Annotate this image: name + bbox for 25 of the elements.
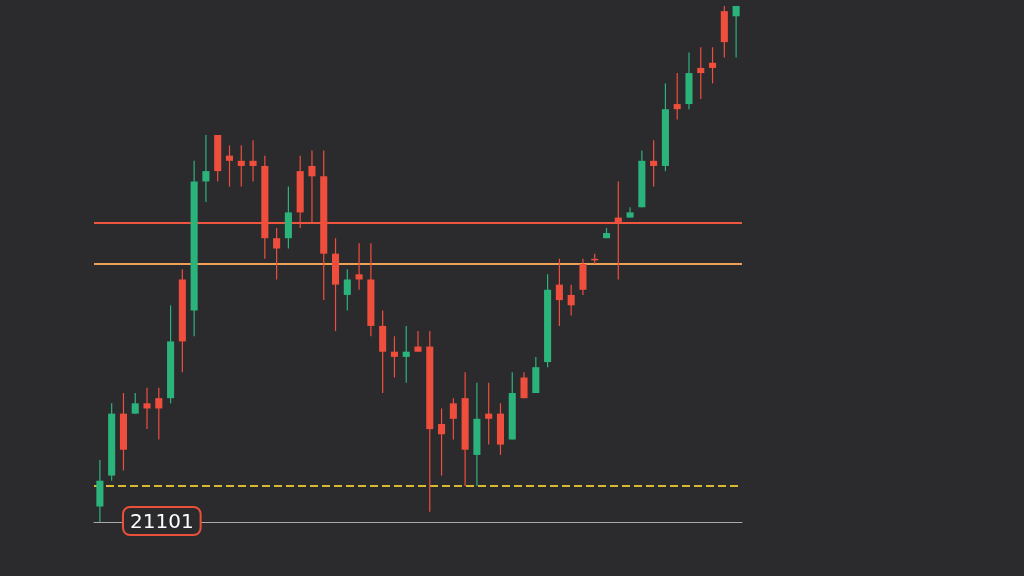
candlestick: [709, 46, 717, 84]
candlestick: [438, 407, 446, 477]
candlestick: [355, 242, 363, 291]
candlestick: [520, 371, 528, 399]
candlestick: [249, 139, 257, 183]
candlestick: [697, 46, 705, 100]
candlestick: [555, 258, 563, 327]
candlestick: [567, 284, 575, 317]
candlestick: [131, 392, 139, 415]
candlestick: [237, 144, 245, 188]
candlestick: [202, 134, 210, 203]
candlestick: [650, 139, 658, 188]
candlestick: [390, 335, 398, 379]
candlestick: [225, 144, 234, 188]
candlestick: [485, 382, 493, 446]
annotation: 21101: [130, 509, 194, 533]
candlestick: [449, 397, 457, 441]
candlestick: [673, 72, 681, 121]
candlestick: [402, 325, 410, 384]
candlestick: [155, 387, 163, 441]
candlestick: [143, 387, 151, 430]
candlestick: [343, 268, 351, 312]
candlestick: [414, 330, 422, 353]
candlestick: [732, 5, 740, 59]
candlestick: [273, 227, 281, 281]
